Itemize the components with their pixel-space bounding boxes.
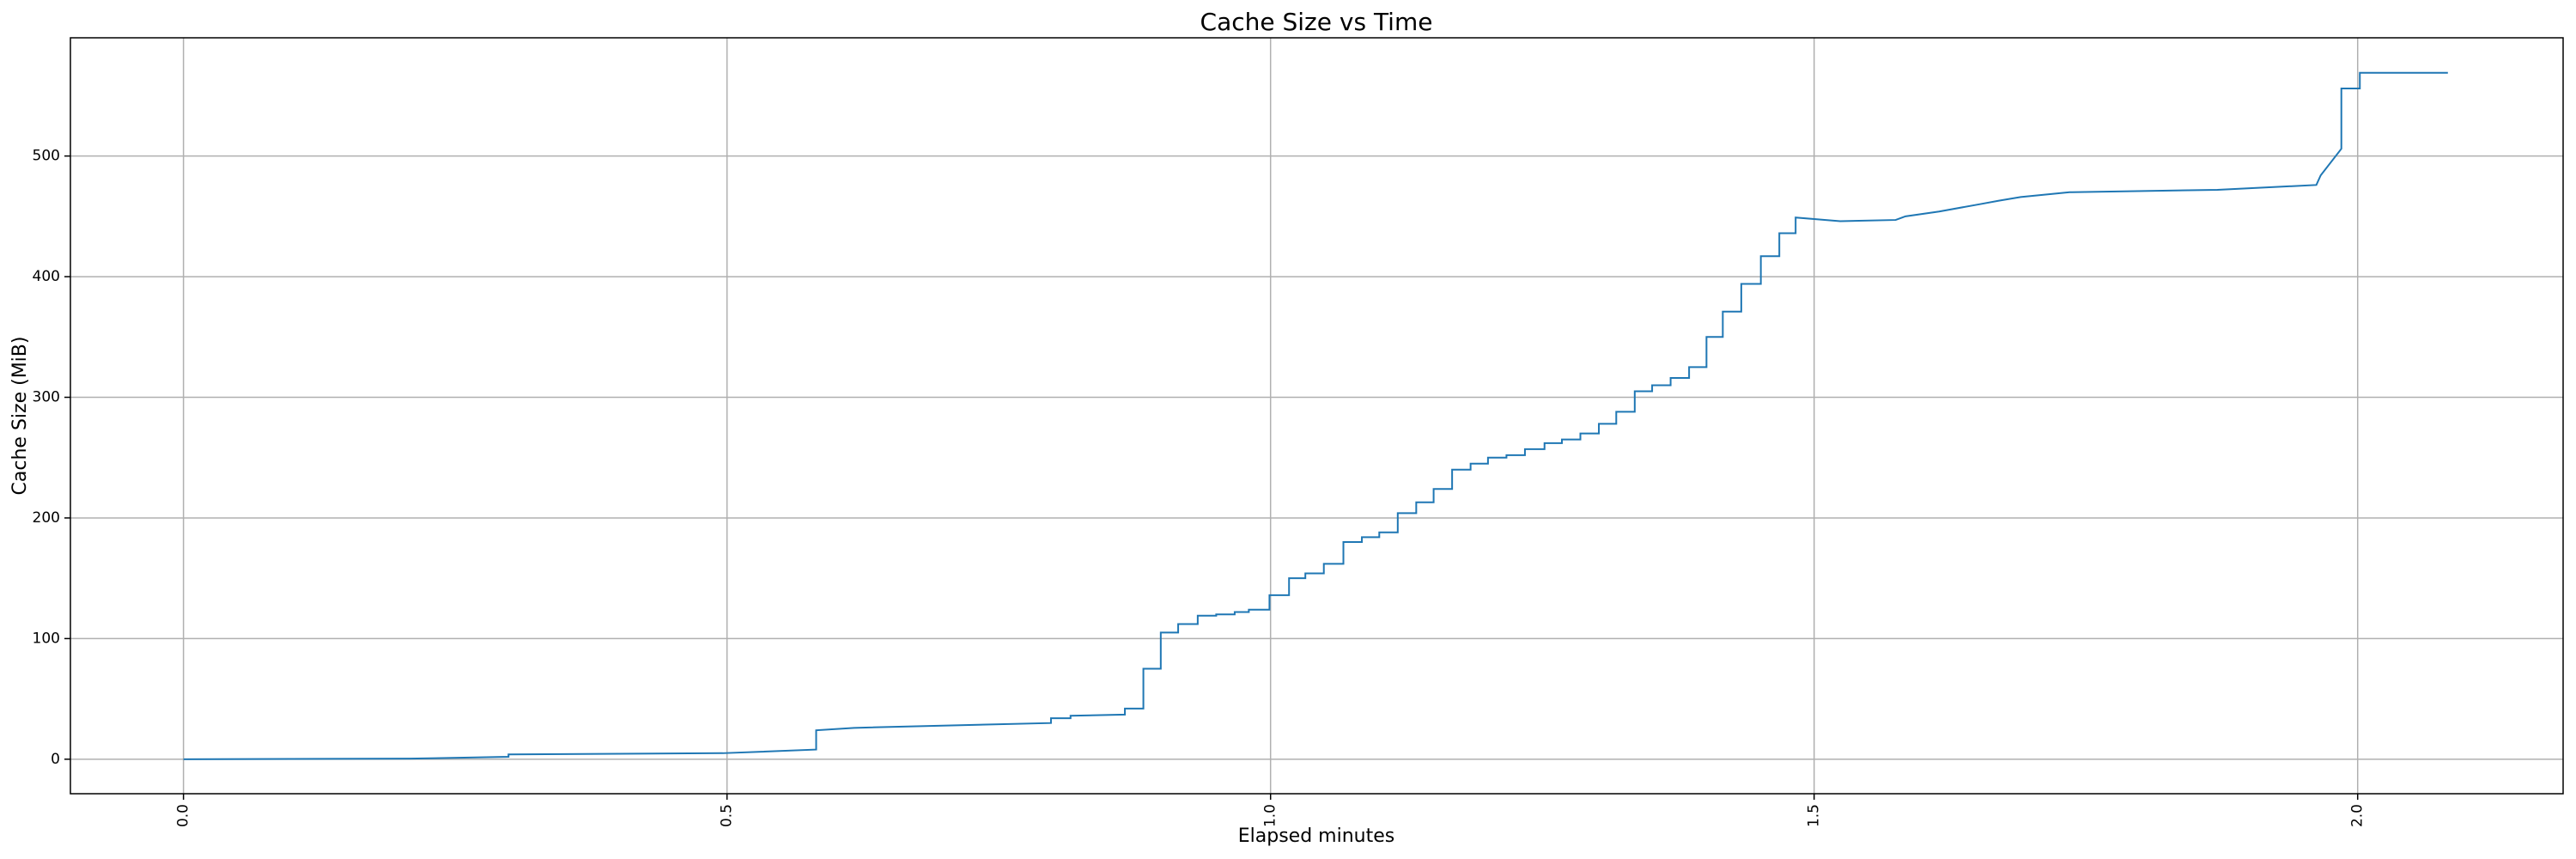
chart-title: Cache Size vs Time bbox=[1200, 8, 1433, 36]
x-tick-label: 1.5 bbox=[1806, 804, 1823, 827]
x-tick-label: 0.5 bbox=[719, 804, 736, 827]
plot-frame bbox=[70, 37, 2564, 795]
y-axis-label: Cache Size (MiB) bbox=[9, 337, 31, 496]
y-tick-label: 300 bbox=[33, 389, 60, 406]
x-tick-label: 1.0 bbox=[1262, 804, 1279, 827]
y-tick-label: 0 bbox=[51, 751, 60, 768]
y-tick-label: 500 bbox=[33, 148, 60, 165]
y-tick-label: 200 bbox=[33, 509, 60, 527]
x-tick-label: 2.0 bbox=[2349, 804, 2366, 827]
y-tick-label: 100 bbox=[33, 630, 60, 647]
x-tick-label: 0.0 bbox=[175, 804, 192, 827]
y-tick-label: 400 bbox=[33, 268, 60, 285]
data-line bbox=[183, 71, 2448, 760]
x-axis-label: Elapsed minutes bbox=[1238, 825, 1394, 847]
